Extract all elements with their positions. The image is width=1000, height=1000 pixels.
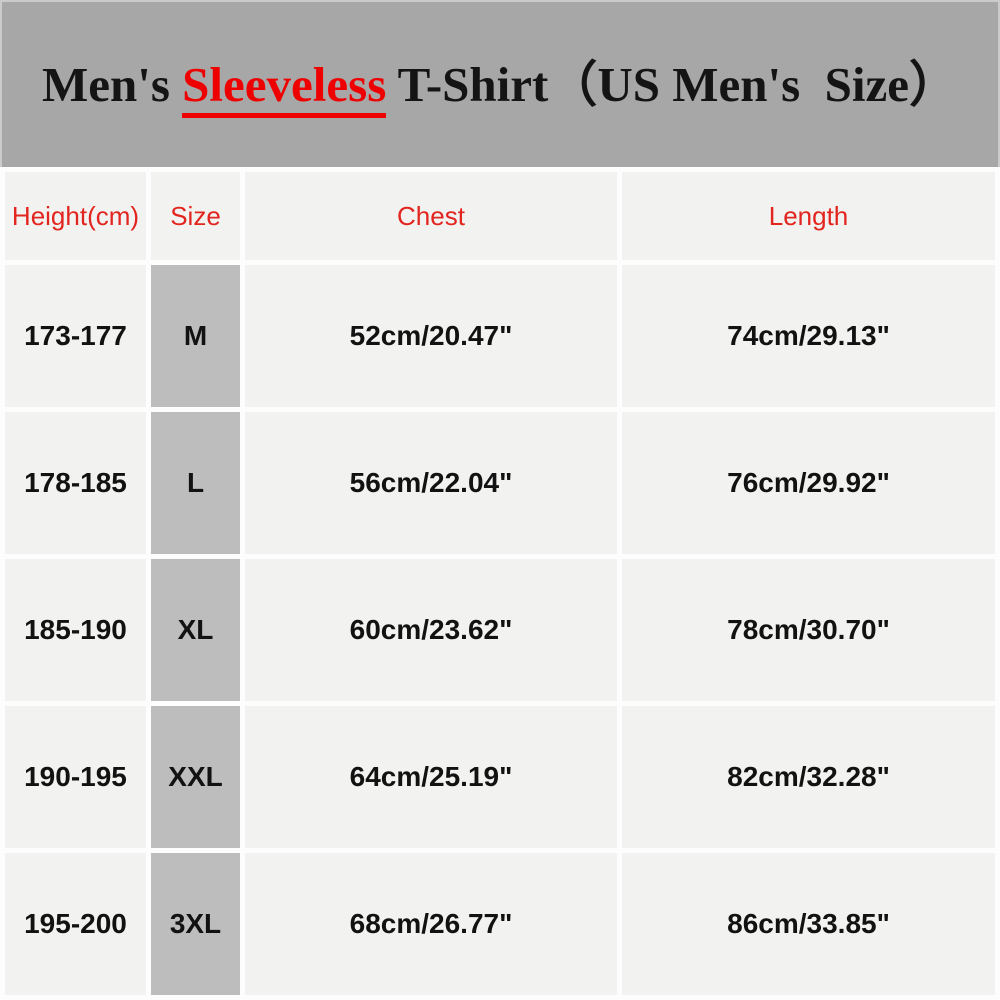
size-cell: 3XL — [151, 853, 240, 995]
height-cell: 173-177 — [5, 265, 146, 407]
column-header-height: Height(cm) — [5, 172, 146, 260]
height-cell: 185-190 — [5, 559, 146, 701]
height-cell: 178-185 — [5, 412, 146, 554]
title-prefix: Men's — [41, 57, 183, 112]
column-header-size: Size — [151, 172, 240, 260]
table-row: 178-185 L 56cm/22.04" 76cm/29.92" — [5, 412, 995, 554]
height-cell: 195-200 — [5, 853, 146, 995]
title-suffix: T-Shirt（US Men's Size） — [386, 57, 959, 112]
title-banner: Men's Sleeveless T-Shirt（US Men's Size） — [0, 0, 1000, 167]
chest-cell: 52cm/20.47" — [245, 265, 617, 407]
column-header-length: Length — [622, 172, 995, 260]
size-cell: XL — [151, 559, 240, 701]
length-cell: 82cm/32.28" — [622, 706, 995, 848]
length-cell: 74cm/29.13" — [622, 265, 995, 407]
table-row: 185-190 XL 60cm/23.62" 78cm/30.70" — [5, 559, 995, 701]
chest-cell: 68cm/26.77" — [245, 853, 617, 995]
page-title: Men's Sleeveless T-Shirt（US Men's Size） — [41, 57, 959, 118]
chest-cell: 64cm/25.19" — [245, 706, 617, 848]
size-cell: L — [151, 412, 240, 554]
header-row: Height(cm) Size Chest Length — [5, 172, 995, 260]
size-cell: XXL — [151, 706, 240, 848]
chest-cell: 60cm/23.62" — [245, 559, 617, 701]
table-row: 190-195 XXL 64cm/25.19" 82cm/32.28" — [5, 706, 995, 848]
column-header-chest: Chest — [245, 172, 617, 260]
length-cell: 76cm/29.92" — [622, 412, 995, 554]
table-row: 173-177 M 52cm/20.47" 74cm/29.13" — [5, 265, 995, 407]
size-cell: M — [151, 265, 240, 407]
length-cell: 86cm/33.85" — [622, 853, 995, 995]
title-highlight-sleeveless: Sleeveless — [182, 57, 387, 118]
chest-cell: 56cm/22.04" — [245, 412, 617, 554]
length-cell: 78cm/30.70" — [622, 559, 995, 701]
height-cell: 190-195 — [5, 706, 146, 848]
table-row: 195-200 3XL 68cm/26.77" 86cm/33.85" — [5, 853, 995, 995]
size-chart-table: Height(cm) Size Chest Length 173-177 M 5… — [0, 167, 1000, 1000]
